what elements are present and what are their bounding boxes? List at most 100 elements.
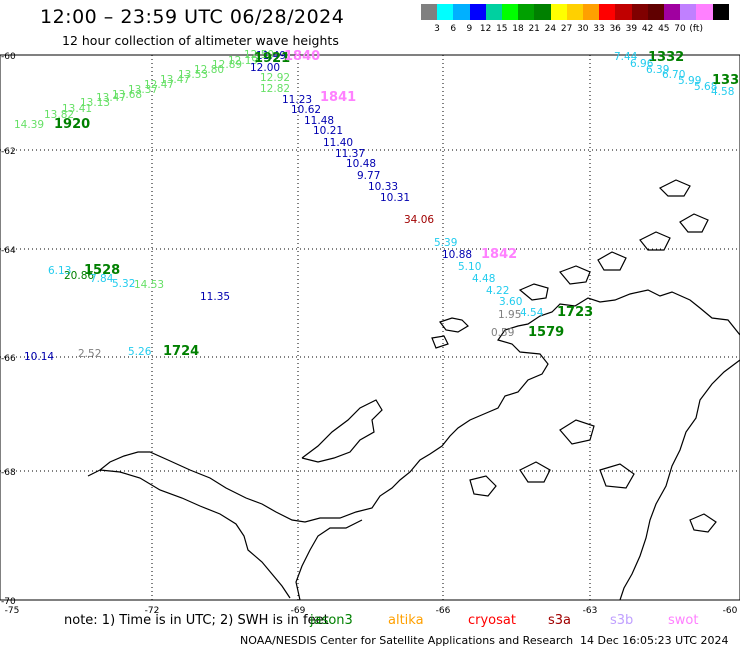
scale-label: 39 xyxy=(625,24,638,34)
lat-label: -68 xyxy=(1,468,16,478)
wave-height-value: 12.92 xyxy=(260,72,290,84)
scale-swatch xyxy=(485,4,503,20)
wave-height-value: 13.53 xyxy=(178,69,208,81)
wave-height-value: 13.13 xyxy=(80,97,110,109)
lon-label: -60 xyxy=(723,606,738,616)
generated-timestamp: 14 Dec 16:05:23 UTC 2024 xyxy=(580,634,729,647)
wave-height-value: 12.47 xyxy=(144,79,174,91)
wave-height-value: 14.53 xyxy=(134,279,164,291)
coastline xyxy=(87,179,740,601)
scale-swatch xyxy=(583,4,600,20)
credit-text: NOAA/NESDIS Center for Satellite Applica… xyxy=(240,634,574,647)
map-graticule xyxy=(0,55,740,600)
wave-height-value: 10.33 xyxy=(368,181,398,193)
wave-height-value: 4.54 xyxy=(520,307,544,319)
wave-height-value: 12.89 xyxy=(212,59,242,71)
wave-height-value: 12.80 xyxy=(194,64,224,76)
scale-swatch xyxy=(680,4,697,20)
wave-height-value: 9.77 xyxy=(357,170,380,182)
wave-height-value: 10.31 xyxy=(380,192,410,204)
scale-label: (ft) xyxy=(689,24,703,34)
scale-swatch xyxy=(664,4,681,20)
scale-label: 30 xyxy=(577,24,589,34)
page-subtitle: 12 hour collection of altimeter wave hei… xyxy=(62,33,339,48)
scale-label: 36 xyxy=(609,24,621,34)
wave-height-value: 4.22 xyxy=(486,285,509,297)
wave-height-value: 11.23 xyxy=(282,94,312,106)
scale-label: 12 xyxy=(479,24,492,34)
wave-height-value: 6.96 xyxy=(630,58,654,70)
satellite-legend-item: jason3 xyxy=(310,613,353,628)
wave-height-value: 12.19 xyxy=(228,55,258,67)
map-frame xyxy=(0,54,740,601)
wave-height-value: 5.99 xyxy=(678,75,701,87)
wave-height-value: 11.49 xyxy=(256,50,286,62)
wave-height-value: 34.06 xyxy=(404,214,434,226)
pass-time-label: 1841 xyxy=(320,90,356,105)
scale-swatch xyxy=(534,4,551,20)
scale-label: 3 xyxy=(434,24,440,34)
scale-swatch xyxy=(421,4,438,20)
scale-label: 70 xyxy=(674,24,686,34)
scale-swatch xyxy=(518,4,535,20)
pass-time-label: 1842 xyxy=(481,247,517,262)
wave-height-value: 10.88 xyxy=(442,249,472,261)
scale-swatch xyxy=(469,4,486,20)
wave-height-value: 13.82 xyxy=(44,109,74,121)
lon-label: -75 xyxy=(5,606,20,616)
scale-swatch xyxy=(502,4,519,20)
scale-swatch xyxy=(566,4,584,20)
scale-swatch xyxy=(453,4,470,20)
pass-time-label: 1723 xyxy=(557,305,593,320)
pass-time-label: 1921 xyxy=(254,51,290,66)
wave-height-value: 13.37 xyxy=(128,84,158,96)
wave-height-value: 11.48 xyxy=(304,115,334,127)
pass-time-label: 1579 xyxy=(528,325,564,340)
wave-height-value: 5.10 xyxy=(458,261,481,273)
wave-height-value: 6.70 xyxy=(662,69,685,81)
satellite-legend-item: swot xyxy=(668,613,699,628)
wave-height-value: 11.40 xyxy=(323,137,353,149)
lat-label: -70 xyxy=(1,597,16,607)
altimeter-values: 14.39 192013.8213.4113.1313.4713.6813.371… xyxy=(14,49,739,363)
scale-swatch xyxy=(437,4,454,20)
wave-height-value: 5.39 xyxy=(434,237,457,249)
wave-height-value: 5.32 xyxy=(112,278,135,290)
scale-swatch xyxy=(599,4,616,20)
scale-label: 45 xyxy=(658,24,670,34)
scale-label: 27 xyxy=(560,24,573,34)
wave-height-value: 7.84 xyxy=(90,273,114,285)
wave-height-value: 11.37 xyxy=(335,148,365,160)
scale-swatch xyxy=(615,4,632,20)
wave-height-value: 10.14 xyxy=(24,351,54,363)
pass-time-label: 1840 xyxy=(284,49,320,64)
wave-height-value: 14.39 xyxy=(14,119,44,131)
satellite-legend-item: altika xyxy=(388,613,424,628)
wave-height-value: 13.47 xyxy=(160,74,190,86)
wave-height-value: 13.68 xyxy=(112,89,142,101)
wave-height-value: 20.86 xyxy=(64,270,94,282)
wave-height-value: 13.41 xyxy=(62,103,92,115)
satellite-legend-item: s3a xyxy=(548,613,572,628)
lat-label: -64 xyxy=(1,246,16,256)
wave-height-value: 12.82 xyxy=(260,83,290,95)
lon-label: -63 xyxy=(583,606,598,616)
scale-label: 42 xyxy=(641,24,654,34)
scale-label: 21 xyxy=(528,24,540,34)
wave-height-value: 0.59 xyxy=(491,327,514,339)
lat-label: -66 xyxy=(1,354,16,364)
pass-time-label: 1920 xyxy=(54,117,90,132)
lon-label: -66 xyxy=(436,606,451,616)
wave-height-value: 10.62 xyxy=(291,104,321,116)
pass-time-label: 1528 xyxy=(84,263,120,278)
scale-swatch xyxy=(550,4,567,20)
lat-label: -62 xyxy=(1,147,16,157)
wave-height-value: 12.00 xyxy=(250,62,280,74)
scale-label: 24 xyxy=(544,24,557,34)
wave-height-value: 2.52 xyxy=(78,348,101,360)
wave-height-value: 12.50 xyxy=(244,49,274,61)
pass-time-label: 133 xyxy=(712,73,739,88)
wave-height-value: 10.21 xyxy=(313,125,343,137)
lon-label: -72 xyxy=(145,606,160,616)
